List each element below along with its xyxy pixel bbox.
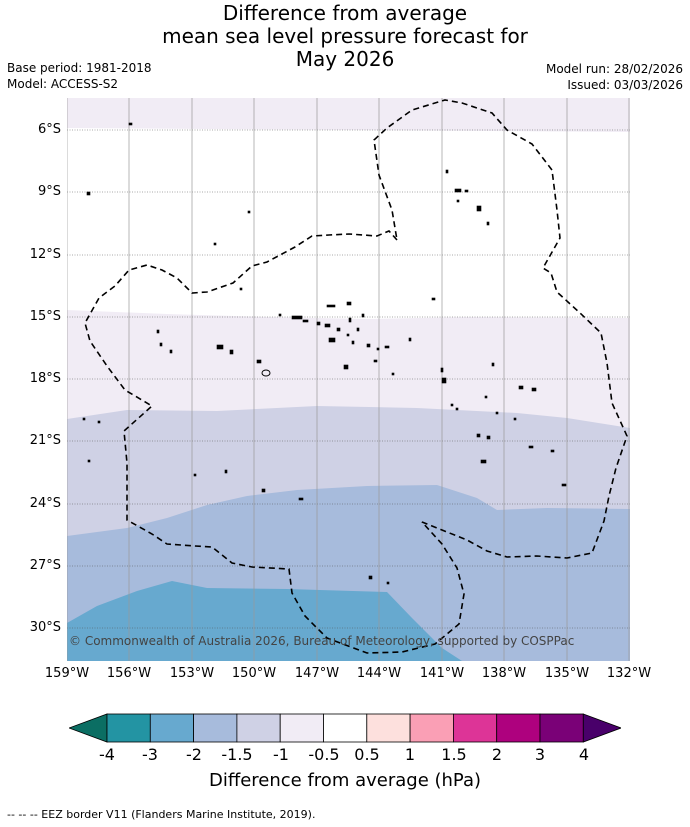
map-canvas (67, 98, 630, 661)
model-run: Model run: 28/02/2026 (545, 62, 683, 76)
issued-date: Issued: 03/03/2026 (567, 78, 683, 92)
lon-label-147w: 147°W (294, 666, 340, 681)
lat-label-24s: 24°S (29, 496, 61, 511)
eez-border (84, 99, 628, 654)
cbar-segment (323, 713, 368, 743)
colorbar-title: Difference from average (hPa) (208, 770, 482, 791)
lon-label-141w: 141°W (419, 666, 465, 681)
islands (82, 122, 567, 585)
lon-label-156w: 156°W (106, 666, 152, 681)
model-name: Model: ACCESS-S2 (7, 77, 119, 91)
cbar-segment (366, 713, 411, 743)
cbar-tick: -4 (99, 745, 115, 764)
cbar-tick: -1 (273, 745, 289, 764)
meta-left: Base period: 1981-2018 Model: ACCESS-S2 (7, 60, 152, 92)
lon-label-135w: 135°W (544, 666, 590, 681)
band-minus-2 (67, 581, 462, 661)
title-line-1: Difference from average (222, 1, 468, 25)
island-large (261, 369, 271, 377)
lat-label-21s: 21°S (29, 433, 61, 448)
cbar-segment (236, 713, 281, 743)
title-line-3: May 2026 (295, 47, 395, 71)
lon-label-138w: 138°W (481, 666, 527, 681)
lat-label-6s: 6°S (37, 122, 61, 137)
meta-right: Model run: 28/02/2026 Issued: 03/03/2026 (546, 61, 683, 93)
colorbar (69, 713, 621, 743)
band-minus-0-5 (67, 98, 630, 132)
map-title: Difference from average mean sea level p… (0, 2, 690, 71)
cbar-tick: 3 (534, 745, 546, 764)
lat-label-12s: 12°S (29, 247, 61, 262)
cbar-tick: 1.5 (441, 745, 467, 764)
pressure-anomaly-map (67, 98, 630, 661)
cbar-tick: -2 (186, 745, 202, 764)
cbar-extend-high (582, 713, 621, 743)
cbar-segment (409, 713, 454, 743)
cbar-segment (106, 713, 151, 743)
lon-label-132w: 132°W (606, 666, 652, 681)
eez-footnote: -- -- -- EEZ border V11 (Flanders Marine… (7, 808, 316, 821)
base-period: Base period: 1981-2018 (7, 61, 152, 75)
cbar-segment (149, 713, 195, 743)
cbar-tick: -0.5 (308, 745, 340, 764)
lon-label-153w: 153°W (169, 666, 215, 681)
cbar-tick: -1.5 (221, 745, 253, 764)
colorbar-segments (69, 713, 621, 743)
lat-label-15s: 15°S (29, 309, 61, 324)
cbar-segment (279, 713, 324, 743)
lat-label-9s: 9°S (37, 184, 61, 199)
lat-label-18s: 18°S (29, 371, 61, 386)
cbar-tick: -3 (142, 745, 158, 764)
cbar-segment (496, 713, 541, 743)
lon-label-159w: 159°W (44, 666, 90, 681)
cbar-segment (193, 713, 238, 743)
cbar-tick: 4 (578, 745, 590, 764)
lat-label-27s: 27°S (29, 558, 61, 573)
cbar-tick: 0.5 (354, 745, 380, 764)
lat-label-30s: 30°S (29, 620, 61, 635)
cbar-tick: 1 (404, 745, 416, 764)
title-line-2: mean sea level pressure forecast for (162, 24, 528, 48)
lon-label-150w: 150°W (231, 666, 277, 681)
cbar-segment (452, 713, 498, 743)
cbar-segment (539, 713, 584, 743)
map-copyright: © Commonwealth of Australia 2026, Bureau… (69, 634, 575, 648)
lon-label-144w: 144°W (356, 666, 402, 681)
cbar-tick: 2 (491, 745, 503, 764)
cbar-extend-low (69, 713, 108, 743)
